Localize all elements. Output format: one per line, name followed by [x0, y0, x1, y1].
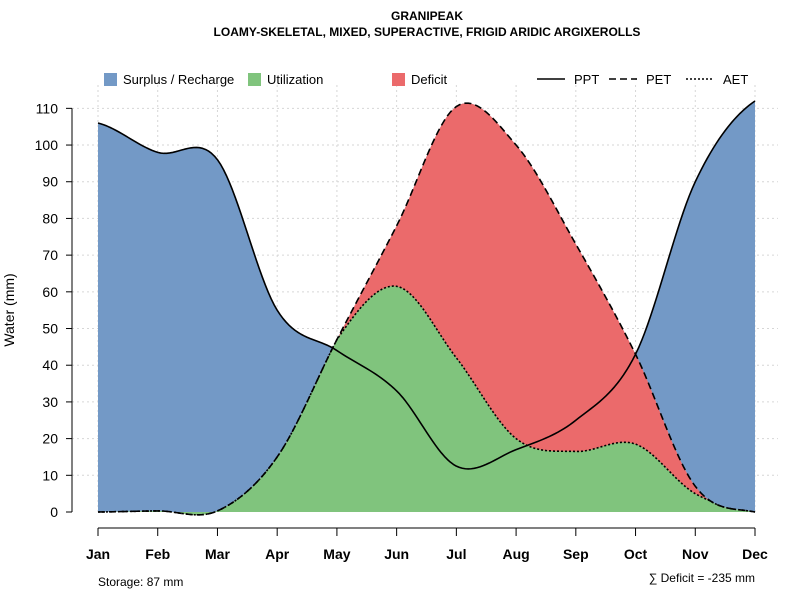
x-tick-label: Apr — [265, 546, 290, 562]
x-tick-label: Aug — [502, 546, 529, 562]
series-lines — [97, 100, 756, 516]
area-fills — [98, 101, 755, 515]
y-tick-label: 70 — [42, 247, 58, 263]
series-line-pet — [97, 102, 756, 516]
x-tick-label: Sep — [563, 546, 589, 562]
y-tick-label: 100 — [35, 137, 59, 153]
y-axis-label: Water (mm) — [1, 273, 17, 346]
x-tick-label: Feb — [145, 546, 170, 562]
x-tick-label: Nov — [682, 546, 709, 562]
deficit-note: ∑ Deficit = -235 mm — [649, 571, 755, 585]
x-tick-label: Oct — [624, 546, 648, 562]
y-tick-label: 0 — [50, 504, 58, 520]
legend: Surplus / Recharge Utilization Deficit PPT P… — [104, 72, 748, 87]
legend-label: Surplus / Recharge — [123, 72, 234, 87]
legend-label: PET — [646, 72, 671, 87]
y-tick-label: 50 — [42, 321, 58, 337]
x-tick-label: Jun — [384, 546, 409, 562]
x-tick-label: Jul — [446, 546, 466, 562]
legend-swatch-surplus-recharge — [104, 73, 117, 86]
storage-note: Storage: 87 mm — [98, 575, 183, 589]
y-tick-label: 10 — [42, 467, 58, 483]
chart-title: GRANIPEAK — [391, 9, 463, 23]
series-line-aet — [97, 285, 756, 516]
legend-swatch-deficit — [392, 73, 405, 86]
y-tick-label: 110 — [36, 100, 59, 116]
x-tick-label: May — [323, 546, 350, 562]
legend-label: Utilization — [267, 72, 323, 87]
y-tick-label: 80 — [42, 210, 58, 226]
deficit-area — [98, 103, 755, 515]
series-line-ppt — [97, 100, 756, 470]
y-tick-label: 90 — [42, 174, 58, 190]
x-tick-label: Jan — [86, 546, 110, 562]
chart-subtitle: LOAMY-SKELETAL, MIXED, SUPERACTIVE, FRIG… — [214, 25, 641, 39]
y-tick-label: 40 — [42, 357, 58, 373]
x-tick-label: Dec — [742, 546, 768, 562]
legend-label: AET — [723, 72, 748, 87]
x-tick-label: Mar — [205, 546, 230, 562]
utilization-area — [98, 286, 755, 515]
axes: 0 10 20 30 40 50 60 70 80 90 100 110 Jan Feb Mar Apr May… — [35, 100, 768, 562]
legend-label: PPT — [574, 72, 599, 87]
y-tick-label: 30 — [42, 394, 58, 410]
legend-label: Deficit — [411, 72, 448, 87]
y-tick-label: 20 — [42, 431, 58, 447]
legend-swatch-utilization — [248, 73, 261, 86]
y-tick-label: 60 — [42, 284, 58, 300]
